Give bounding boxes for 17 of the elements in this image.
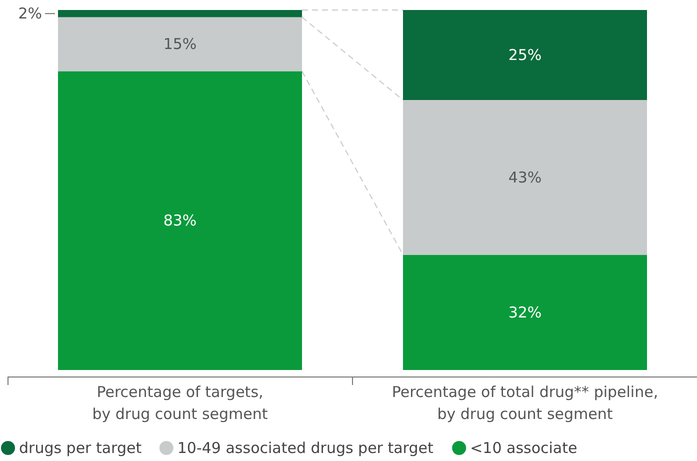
- legend-label: <10 associate: [470, 439, 578, 457]
- data-label: 32%: [508, 303, 542, 322]
- bar: [58, 17, 302, 72]
- legend-label: 10-49 associated drugs per target: [177, 439, 434, 457]
- bar: [403, 10, 647, 100]
- bar: [403, 254, 647, 370]
- bar: [58, 10, 302, 18]
- data-label: 25%: [508, 46, 542, 64]
- data-label: 43%: [508, 168, 542, 186]
- bar: [58, 71, 302, 370]
- data-label: 83%: [163, 212, 197, 230]
- data-label: 15%: [163, 35, 197, 54]
- legend-label: drugs per target: [19, 439, 142, 457]
- x-tick-label: Percentage of total drug** pipeline, by drug count segment: [392, 383, 658, 423]
- x-tick-label: Percentage of targets, by drug count segment: [92, 383, 268, 423]
- data-label: 2%: [18, 4, 42, 23]
- bar: [403, 100, 647, 255]
